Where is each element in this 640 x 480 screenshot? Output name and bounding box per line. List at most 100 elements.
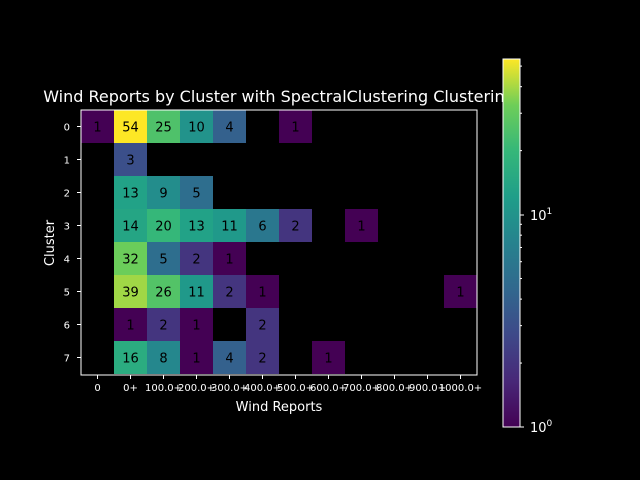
cell-value-label-r0-c3: 10 [188,121,205,136]
heatmap-cell-r6-c2 [147,308,180,341]
x-tick-label: 0 [94,383,100,394]
heatmap-cell-r4-c1 [114,242,147,275]
cell-value-label-r3-c4: 11 [221,220,238,235]
heatmap-cell-r0-c1 [114,110,147,143]
colorbar [502,58,521,428]
chart-title: Wind Reports by Cluster with SpectralClu… [43,87,515,106]
cell-value-label-r7-c1: 16 [122,352,139,367]
heatmap-cell-r2-c1 [114,176,147,209]
cell-value-label-r2-c3: 5 [192,187,200,202]
heatmap-cell-r7-c7 [312,341,345,374]
cell-value-label-r0-c2: 25 [155,121,172,136]
heatmap-cell-r5-c2 [147,275,180,308]
cell-value-label-r5-c2: 26 [155,286,172,301]
heatmap-cell-r5-c11 [444,275,477,308]
y-tick-label: 7 [64,354,70,365]
y-tick-label: 2 [64,189,70,200]
x-tick-label: 700.0+ [343,383,380,394]
heatmap-cell-r5-c4 [213,275,246,308]
x-tick-label: 1000.0+ [439,383,482,394]
x-tick-label: 200.0+ [178,383,215,394]
cell-value-label-r1-c1: 3 [126,154,134,169]
x-tick-label: 900.0+ [409,383,446,394]
x-tick-label: 400.0+ [244,383,281,394]
heatmap-cell-r5-c5 [246,275,279,308]
cell-value-label-r3-c6: 2 [291,220,299,235]
cell-value-label-r6-c5: 2 [258,319,266,334]
cell-value-label-r6-c2: 2 [159,319,167,334]
x-tick-label: 0+ [123,383,138,394]
cell-value-label-r2-c1: 13 [122,187,139,202]
colorbar-tick-label-mid: 101 [530,207,552,224]
cell-value-label-r4-c3: 2 [192,253,200,268]
heatmap-cell-r3-c8 [345,209,378,242]
cell-value-label-r2-c2: 9 [159,187,167,202]
cell-value-label-r3-c1: 14 [122,220,139,235]
heatmap-cell-r2-c3 [180,176,213,209]
y-tick-label: 0 [64,123,70,134]
cell-value-label-r3-c8: 1 [357,220,365,235]
heatmap-cell-r0-c3 [180,110,213,143]
cell-value-label-r5-c11: 1 [456,286,464,301]
heatmap-cell-r6-c5 [246,308,279,341]
heatmap-cell-r3-c3 [180,209,213,242]
cell-value-label-r7-c7: 1 [324,352,332,367]
cell-value-label-r0-c6: 1 [291,121,299,136]
heatmap-cell-r4-c3 [180,242,213,275]
cell-value-label-r4-c4: 1 [225,253,233,268]
heatmap-cell-r5-c3 [180,275,213,308]
colorbar-minor-ticks [520,65,522,364]
cell-value-label-r7-c5: 2 [258,352,266,367]
heatmap-cell-r0-c4 [213,110,246,143]
cell-value-label-r7-c4: 4 [225,352,233,367]
x-tick-label: 300.0+ [211,383,248,394]
cell-value-label-r6-c1: 1 [126,319,134,334]
y-axis-label: Cluster [43,219,58,266]
cell-value-label-r7-c2: 8 [159,352,167,367]
y-tick-label: 4 [64,255,70,266]
cell-value-label-r0-c4: 4 [225,121,233,136]
heatmap-cell-r4-c2 [147,242,180,275]
x-tick-label: 500.0+ [277,383,314,394]
x-tick-label: 100.0+ [145,383,182,394]
heatmap-cell-r5-c1 [114,275,147,308]
x-axis-label: Wind Reports [236,400,323,415]
heatmap-cell-r1-c1 [114,143,147,176]
heatmap-cell-r7-c2 [147,341,180,374]
y-tick-label: 6 [64,321,70,332]
heatmap-cell-r4-c4 [213,242,246,275]
x-tick-label: 600.0+ [310,383,347,394]
heatmap-cell-r2-c2 [147,176,180,209]
heatmap-cell-r0-c0 [81,110,114,143]
cell-value-label-r0-c0: 1 [93,121,101,136]
heatmap-cells [81,110,477,374]
cell-value-label-r4-c1: 32 [122,253,139,268]
y-axis-ticks: 0 1 2 3 4 5 6 7 [64,123,81,365]
cell-value-label-r5-c4: 2 [225,286,233,301]
y-tick-label: 1 [64,156,70,167]
cell-value-label-r0-c1: 54 [122,121,139,136]
x-axis-ticks: 0 0+ 100.0+200.0+300.0+400.0+500.0+600.0+7… [94,375,482,394]
heatmap-cell-r6-c1 [114,308,147,341]
heatmap-cell-r6-c3 [180,308,213,341]
heatmap-cell-r3-c5 [246,209,279,242]
cell-value-label-r3-c3: 13 [188,220,205,235]
cell-value-label-r5-c1: 39 [122,286,139,301]
cell-value-label-r5-c5: 1 [258,286,266,301]
cell-value-label-r6-c3: 1 [192,319,200,334]
cell-value-label-r3-c5: 6 [258,220,266,235]
y-tick-label: 5 [64,288,70,299]
heatmap-cell-r7-c1 [114,341,147,374]
cell-value-label-r5-c3: 11 [188,286,205,301]
plot-frame [80,109,478,376]
heatmap-cell-r3-c6 [279,209,312,242]
cell-value-label-r3-c2: 20 [155,220,172,235]
cell-value-label-r7-c3: 1 [192,352,200,367]
y-tick-label: 3 [64,222,70,233]
heatmap-cell-r3-c4 [213,209,246,242]
heatmap-cell-r3-c1 [114,209,147,242]
colorbar-tick-label-min: 100 [530,419,553,436]
heatmap-cell-r0-c6 [279,110,312,143]
